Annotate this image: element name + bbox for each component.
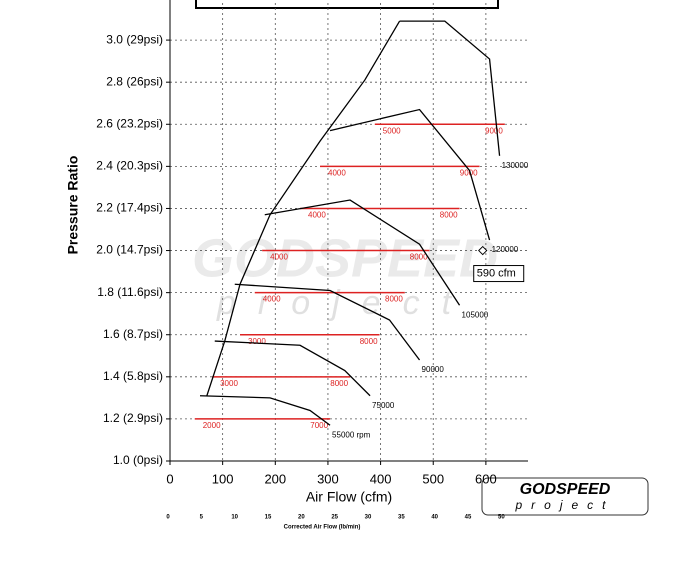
watermark-brand: GODSPEED bbox=[192, 228, 498, 288]
x2-tick-label: 0 bbox=[166, 515, 170, 521]
rpm-label: 4000 bbox=[263, 295, 281, 304]
speed-line bbox=[199, 395, 331, 426]
rpm-label: 8000 bbox=[360, 337, 378, 346]
x2-tick-label: 5 bbox=[200, 515, 204, 521]
speed-line bbox=[234, 283, 421, 361]
watermark-tagline: project bbox=[216, 284, 473, 322]
rpm-label: 8000 bbox=[330, 379, 348, 388]
speed-line bbox=[329, 108, 491, 241]
x2-tick-label: 10 bbox=[231, 515, 238, 521]
rpm-label: 9000 bbox=[460, 168, 478, 177]
y-tick-label: 2.4 (20.3psi) bbox=[96, 159, 163, 173]
annotation-box bbox=[473, 265, 525, 283]
rpm-label: 2000 bbox=[203, 421, 221, 430]
speed-label: 120000 bbox=[492, 245, 519, 254]
y-tick-label: 1.4 (5.8psi) bbox=[103, 369, 163, 383]
speed-label: 75000 bbox=[372, 401, 395, 410]
rpm-label: 4000 bbox=[308, 211, 326, 220]
annotation-marker bbox=[478, 245, 488, 256]
speed-label: 55000 rpm bbox=[332, 430, 371, 439]
rpm-label: 9000 bbox=[485, 126, 503, 135]
x2-tick-label: 30 bbox=[365, 515, 372, 521]
speed-label: 90000 bbox=[422, 365, 445, 374]
x-tick-label: 300 bbox=[317, 471, 339, 486]
rpm-label: 8000 bbox=[410, 253, 428, 262]
x-tick-label: 200 bbox=[264, 471, 286, 486]
speed-line bbox=[264, 199, 461, 306]
speed-label: 130000 bbox=[502, 161, 529, 170]
x-axis-label: Air Flow (cfm) bbox=[306, 489, 392, 505]
rpm-label: 8000 bbox=[440, 211, 458, 220]
y-tick-label: 1.0 (0psi) bbox=[113, 453, 163, 467]
y-tick-label: 3.0 (29psi) bbox=[106, 32, 163, 46]
annotation-text: 590 cfm bbox=[477, 267, 516, 279]
x-tick-label: 600 bbox=[475, 471, 497, 486]
rpm-label: 4000 bbox=[270, 253, 288, 262]
y-tick-label: 1.8 (11.6psi) bbox=[97, 285, 163, 299]
x2-tick-label: 45 bbox=[465, 515, 472, 521]
rpm-label: 7000 bbox=[310, 421, 328, 430]
y-tick-label: 2.0 (14.7psi) bbox=[96, 243, 163, 257]
x2-axis-label: Corrected Air Flow (lb/min) bbox=[284, 525, 361, 531]
x-tick-label: 400 bbox=[370, 471, 392, 486]
x2-tick-label: 35 bbox=[398, 515, 405, 521]
rpm-label: 3000 bbox=[220, 379, 238, 388]
x-tick-label: 500 bbox=[422, 471, 444, 486]
y-tick-label: 1.2 (2.9psi) bbox=[103, 411, 163, 425]
rpm-label: 5000 bbox=[383, 126, 401, 135]
y-tick-label: 2.8 (26psi) bbox=[106, 74, 163, 88]
y-tick-label: 2.2 (17.4psi) bbox=[96, 201, 163, 215]
x2-tick-label: 25 bbox=[331, 515, 338, 521]
speed-label: 105000 bbox=[462, 310, 489, 319]
x2-tick-label: 15 bbox=[265, 515, 272, 521]
speed-line bbox=[399, 20, 501, 156]
x2-tick-label: 20 bbox=[298, 515, 305, 521]
logo-tagline: project bbox=[514, 498, 614, 512]
y-tick-label: 1.6 (8.7psi) bbox=[103, 327, 163, 341]
y-tick-label: 2.6 (23.2psi) bbox=[96, 116, 163, 130]
logo-box bbox=[481, 477, 649, 516]
x2-tick-label: 50 bbox=[498, 515, 505, 521]
rpm-label: 4000 bbox=[328, 168, 346, 177]
rpm-label: 8000 bbox=[385, 295, 403, 304]
rpm-label: 3000 bbox=[248, 337, 266, 346]
x-tick-label: 0 bbox=[166, 471, 173, 486]
x-tick-label: 100 bbox=[212, 471, 234, 486]
speed-line bbox=[214, 340, 371, 397]
logo-brand: GODSPEED bbox=[520, 481, 611, 498]
y-axis-label: Pressure Ratio bbox=[65, 156, 81, 255]
x2-tick-label: 40 bbox=[431, 515, 438, 521]
title-box bbox=[195, 0, 499, 9]
